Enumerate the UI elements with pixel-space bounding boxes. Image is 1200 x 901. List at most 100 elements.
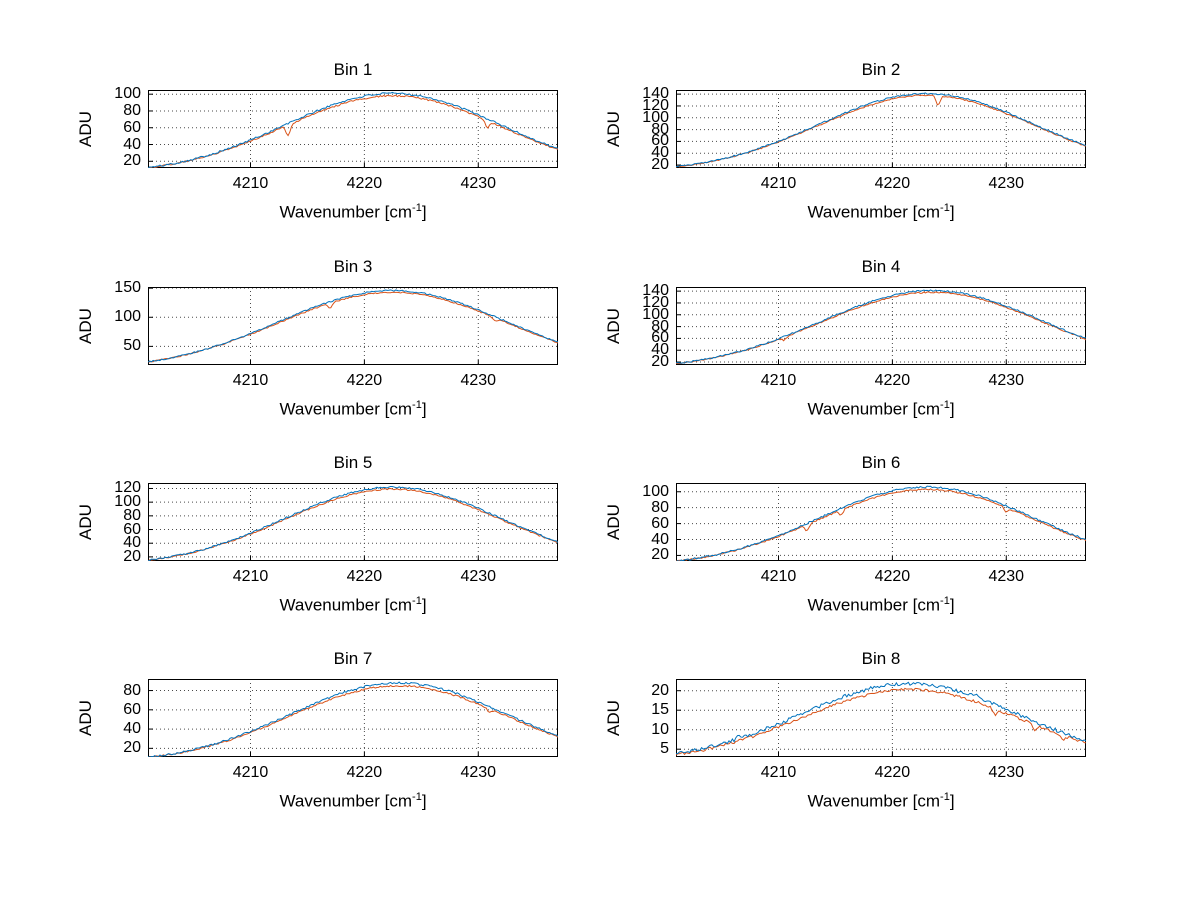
plot-title: Bin 3 (333, 257, 373, 276)
x-tick-label: 4210 (232, 175, 269, 192)
x-tick-label: 4220 (346, 764, 383, 781)
plot-title: Bin 2 (861, 60, 901, 79)
y-tick-label: 80 (651, 120, 669, 138)
series-line-2 (148, 94, 558, 168)
x-axis-label-bracket: ] (949, 791, 955, 811)
y-tick-label: 40 (123, 534, 141, 552)
y-tick-label: 100 (114, 85, 141, 103)
x-tick-label: 4210 (760, 764, 797, 781)
y-tick-label: 80 (651, 498, 669, 516)
y-tick-label: 60 (651, 329, 669, 347)
y-tick-label: 15 (651, 701, 669, 719)
y-tick-label: 100 (642, 482, 669, 500)
x-tick-label: 4230 (988, 764, 1025, 781)
plot-lines (148, 485, 558, 561)
x-axis-label-text: Wavenumber [cm (279, 595, 413, 615)
y-tick-label: 20 (123, 547, 141, 565)
axes-box (148, 90, 558, 168)
y-tick-label: 80 (123, 506, 141, 524)
y-tick-label: 80 (651, 317, 669, 335)
plot-title: Bin 4 (861, 257, 901, 276)
x-axis-label-bracket: ] (421, 399, 427, 419)
y-tick-label: 100 (642, 108, 669, 126)
y-tick-label: 40 (651, 530, 669, 548)
x-tick-label: 4210 (760, 568, 797, 585)
x-axis-label-bracket: ] (421, 791, 427, 811)
plot-title: Bin 7 (333, 649, 373, 668)
x-tick-label: 4210 (232, 372, 269, 389)
x-axis-label-bracket: ] (421, 595, 427, 615)
y-tick-label: 60 (123, 118, 141, 136)
x-tick-label: 4230 (988, 568, 1025, 585)
plot-lines (148, 681, 558, 757)
x-tick-label: 4220 (874, 764, 911, 781)
series-line-1 (148, 289, 558, 363)
x-tick-label: 4210 (760, 175, 797, 192)
y-tick-label: 100 (114, 308, 141, 326)
y-tick-label: 5 (660, 740, 669, 758)
x-axis-label-superscript: -1 (412, 791, 422, 803)
x-tick-label: 4220 (874, 568, 911, 585)
plot-lines (676, 681, 1086, 756)
x-axis-label: Wavenumber [cm-1] (148, 399, 558, 420)
x-axis-label: Wavenumber [cm-1] (676, 202, 1086, 223)
y-tick-label: 60 (123, 520, 141, 538)
plot-title: Bin 6 (861, 453, 901, 472)
x-tick-label: 4220 (346, 568, 383, 585)
subplot-bin-7 (148, 679, 558, 757)
series-line-2 (676, 687, 1086, 756)
x-axis-label-bracket: ] (949, 595, 955, 615)
y-tick-label: 60 (651, 514, 669, 532)
series-line-2 (148, 291, 558, 363)
x-axis-label-text: Wavenumber [cm (807, 595, 941, 615)
x-axis-label-superscript: -1 (940, 202, 950, 214)
y-tick-label: 80 (123, 101, 141, 119)
y-tick-label: 120 (114, 479, 141, 497)
axes-box (148, 287, 558, 365)
subplot-bin-1 (148, 90, 558, 168)
x-tick-label: 4230 (988, 175, 1025, 192)
x-axis-label-superscript: -1 (940, 791, 950, 803)
x-tick-label: 4230 (460, 568, 497, 585)
series-line-1 (676, 485, 1086, 561)
x-axis-label: Wavenumber [cm-1] (148, 595, 558, 616)
axes-box (676, 287, 1086, 365)
series-line-2 (148, 488, 558, 561)
x-axis-label-superscript: -1 (412, 595, 422, 607)
x-tick-label: 4230 (460, 764, 497, 781)
x-axis-label-text: Wavenumber [cm (279, 791, 413, 811)
y-tick-label: 20 (651, 681, 669, 699)
series-line-1 (676, 92, 1086, 167)
x-axis-label-text: Wavenumber [cm (807, 202, 941, 222)
x-axis-label: Wavenumber [cm-1] (676, 595, 1086, 616)
x-tick-label: 4210 (232, 764, 269, 781)
axes-box (676, 483, 1086, 561)
x-axis-label-bracket: ] (949, 202, 955, 222)
y-tick-label: 40 (123, 720, 141, 738)
y-tick-label: 20 (651, 156, 669, 174)
y-tick-label: 50 (123, 337, 141, 355)
x-tick-label: 4230 (460, 372, 497, 389)
series-line-2 (676, 488, 1086, 561)
x-axis-label-bracket: ] (949, 399, 955, 419)
plot-lines (148, 289, 558, 363)
y-tick-label: 120 (642, 293, 669, 311)
series-line-1 (676, 681, 1086, 755)
x-axis-label-text: Wavenumber [cm (279, 399, 413, 419)
axes-box (676, 90, 1086, 168)
x-axis-label-superscript: -1 (412, 399, 422, 411)
x-tick-label: 4220 (874, 372, 911, 389)
series-line-2 (148, 684, 558, 757)
y-tick-label: 60 (651, 132, 669, 150)
x-axis-label: Wavenumber [cm-1] (676, 399, 1086, 420)
plot-title: Bin 8 (861, 649, 901, 668)
series-line-1 (148, 91, 558, 168)
x-axis-label: Wavenumber [cm-1] (148, 791, 558, 812)
y-tick-label: 40 (123, 135, 141, 153)
plot-lines (148, 91, 558, 168)
axes-box (148, 679, 558, 757)
subplot-bin-8 (676, 679, 1086, 757)
x-tick-label: 4210 (232, 568, 269, 585)
y-tick-label: 80 (123, 681, 141, 699)
